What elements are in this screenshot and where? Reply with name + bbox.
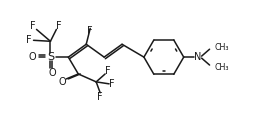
Text: O: O: [58, 77, 66, 87]
Text: N: N: [194, 52, 201, 62]
Text: F: F: [109, 79, 115, 89]
Text: F: F: [105, 66, 111, 76]
Text: F: F: [30, 21, 35, 31]
Text: CH₃: CH₃: [215, 43, 229, 52]
Text: F: F: [26, 35, 31, 45]
Text: O: O: [29, 52, 36, 62]
Text: S: S: [47, 52, 54, 62]
Text: O: O: [49, 68, 56, 78]
Text: CH₃: CH₃: [215, 63, 229, 72]
Text: F: F: [97, 92, 103, 102]
Text: F: F: [87, 26, 93, 36]
Text: F: F: [56, 21, 61, 31]
